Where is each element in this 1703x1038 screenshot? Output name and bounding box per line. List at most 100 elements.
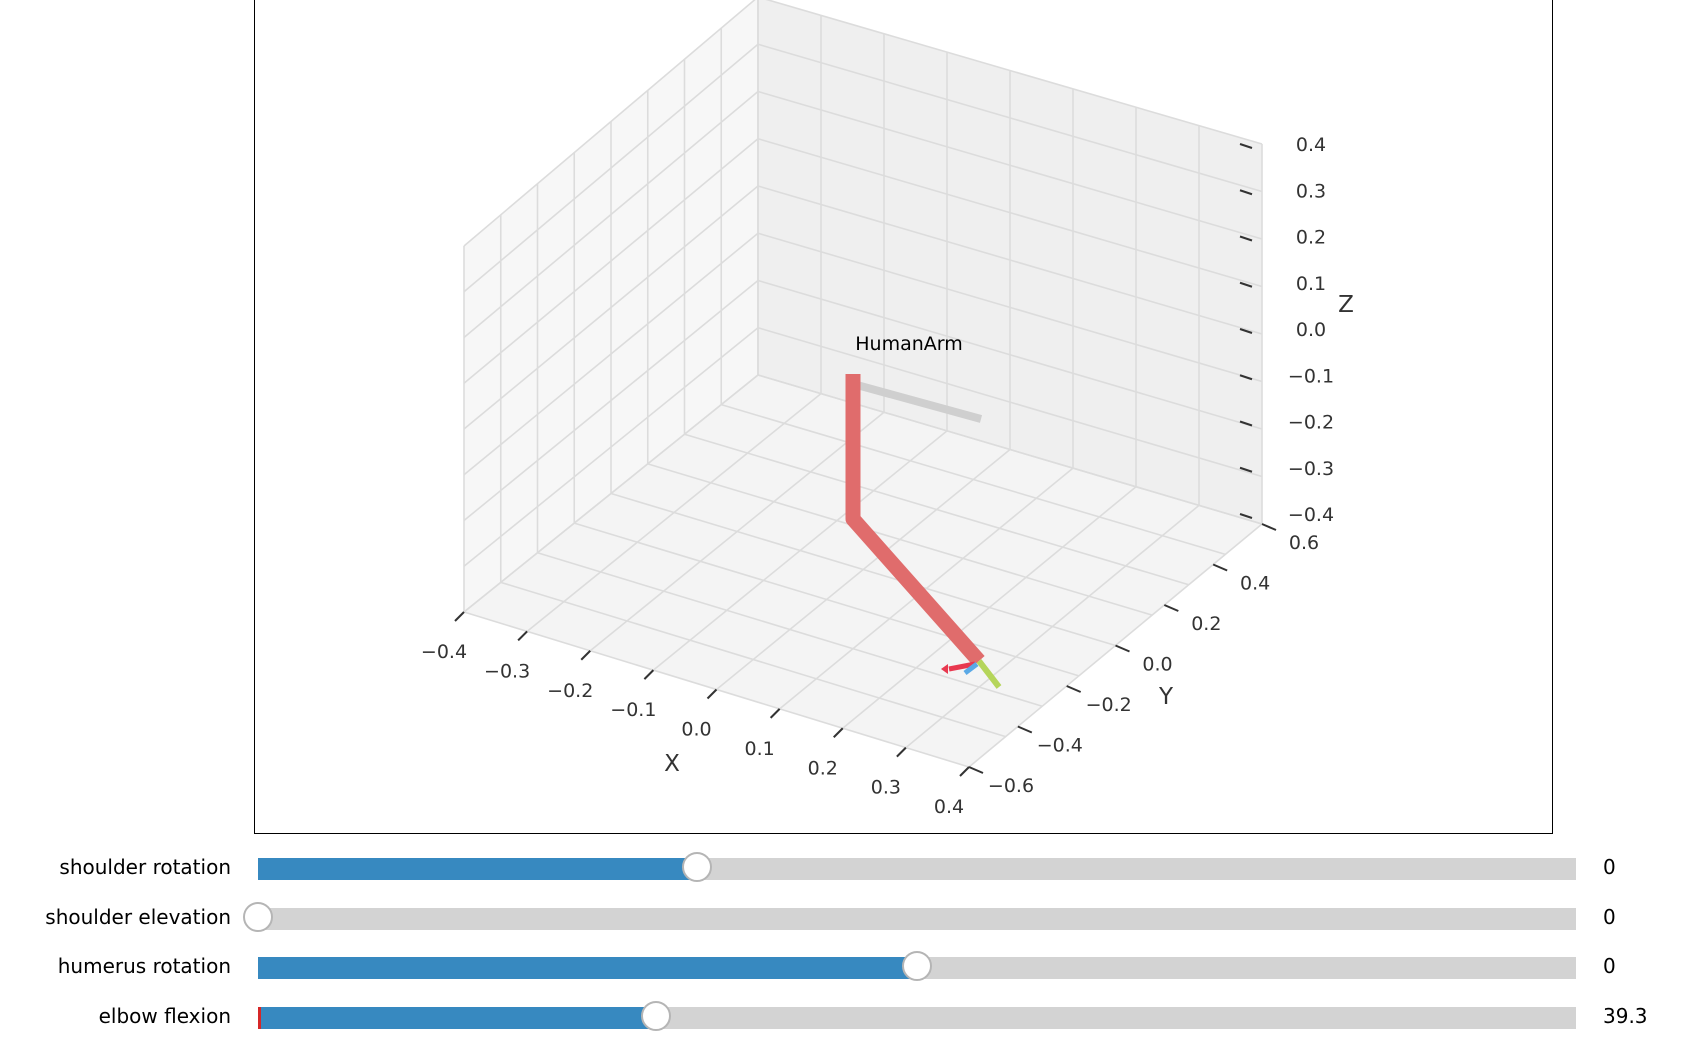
x-tick-label: 0.0 (681, 719, 711, 741)
slider-handle[interactable] (681, 852, 712, 882)
x-tick (643, 669, 655, 680)
z-tick (1239, 420, 1253, 427)
z-tick-label: 0.1 (1296, 273, 1326, 295)
x-tick-label: −0.2 (547, 680, 593, 702)
grid-line-x-floor (779, 467, 1074, 710)
grid-line-z-back (757, 90, 1263, 240)
arm-segments (845, 374, 985, 666)
y-tick (968, 766, 984, 774)
slider-shoulder-elevation: shoulder elevation 0 (0, 899, 1703, 939)
y-tick-label: 0.0 (1142, 654, 1172, 676)
grid-line-z-left (463, 138, 759, 384)
slider-value: 0 (1603, 954, 1616, 978)
end-effector-frame (941, 659, 1002, 689)
plot-title: HumanArm (855, 333, 963, 355)
grid-line-x-floor (842, 486, 1137, 729)
x-tick (959, 766, 970, 777)
z-tick (1239, 235, 1253, 242)
slider-elbow-flexion: elbow flexion 39.3 (0, 998, 1703, 1038)
z-tick-label: 0.0 (1296, 319, 1326, 341)
grid-line-z-back (757, 137, 1263, 288)
x-tick-label: 0.2 (808, 757, 838, 779)
z-tick-label: 0.2 (1296, 227, 1326, 249)
grid-line-z-left (463, 185, 759, 430)
slider-fill (258, 858, 697, 880)
y-tick-label: −0.4 (1037, 735, 1083, 757)
z-tick (1239, 466, 1253, 473)
x-tick-label: −0.1 (610, 699, 656, 721)
slider-track[interactable] (258, 951, 1576, 981)
slider-shoulder-rotation: shoulder rotation 0 (0, 849, 1703, 889)
x-tick (580, 650, 591, 661)
slider-value: 39.3 (1603, 1004, 1648, 1028)
z-tick (1239, 328, 1253, 334)
y-tick (1163, 604, 1179, 612)
slider-fill (258, 957, 917, 979)
slider-label: shoulder elevation (45, 905, 231, 929)
y-axis-label: Y (1158, 684, 1174, 710)
tick-marks (454, 143, 1277, 777)
y-tick-label: 0.2 (1191, 613, 1221, 635)
x-tick-label: 0.1 (745, 738, 775, 760)
slider-label: elbow flexion (98, 1004, 231, 1028)
grid-line-y-floor (647, 463, 1153, 616)
slider-handle[interactable] (902, 951, 932, 981)
slider-track[interactable] (243, 902, 1576, 932)
grid-line-y-floor (721, 403, 1226, 556)
grid-line-z-back (765, 0, 1263, 145)
x-tick-label: −0.4 (421, 641, 467, 663)
slider-handle[interactable] (243, 902, 273, 932)
z-tick (1239, 513, 1253, 519)
frame-x-arrow (941, 664, 948, 674)
3d-arm-plot[interactable]: −0.4−0.3−0.2−0.10.00.10.20.30.4−0.6−0.4−… (255, 0, 1553, 834)
y-tick (1261, 523, 1277, 531)
arm-shadow (855, 381, 983, 423)
z-tick-label: −0.4 (1288, 504, 1334, 526)
floor-pane (464, 375, 1262, 767)
z-axis-label: Z (1338, 292, 1354, 318)
y-tick-label: 0.6 (1289, 532, 1319, 554)
y-tick-label: −0.6 (988, 775, 1034, 797)
frame-z-axis (976, 659, 1002, 689)
z-tick-label: −0.3 (1288, 458, 1334, 480)
z-tick-label: −0.2 (1288, 412, 1334, 434)
x-tick (517, 630, 528, 642)
x-tick (454, 611, 465, 622)
grid-line-x-floor (905, 504, 1200, 749)
x-tick (896, 746, 907, 758)
grid-line-y-floor (610, 492, 1116, 647)
tick-labels: −0.4−0.3−0.2−0.10.00.10.20.30.4−0.6−0.4−… (421, 134, 1334, 818)
x-axis-label: X (664, 751, 680, 777)
grid-line-y-floor (684, 433, 1189, 586)
y-tick-label: −0.2 (1086, 694, 1132, 716)
x-tick-label: 0.4 (934, 796, 964, 818)
slider-label: shoulder rotation (59, 855, 231, 879)
slider-value: 0 (1603, 905, 1616, 929)
grid-lines (463, 0, 1263, 768)
z-tick (1239, 143, 1253, 149)
z-tick-label: 0.4 (1296, 134, 1326, 156)
z-tick-label: 0.3 (1296, 180, 1326, 202)
y-tick (1066, 685, 1082, 693)
z-tick (1239, 374, 1253, 381)
slider-track[interactable] (258, 1001, 1576, 1031)
x-tick-label: 0.3 (871, 777, 901, 799)
grid-line-z-left (463, 43, 759, 293)
z-tick (1239, 281, 1253, 288)
x-tick (706, 688, 718, 700)
x-tick (769, 708, 781, 719)
y-tick-label: 0.4 (1240, 573, 1270, 595)
grid-line-z-back (757, 43, 1263, 193)
slider-track[interactable] (258, 852, 1576, 882)
y-tick (1017, 725, 1033, 734)
slider-fill (258, 1007, 657, 1029)
grid-line-y-floor (757, 374, 1263, 525)
slider-initial-marker (258, 1007, 261, 1029)
grid-line-z-left (463, 90, 759, 339)
slider-value: 0 (1603, 855, 1616, 879)
z-tick-label: −0.1 (1288, 365, 1334, 387)
slider-humerus-rotation: humerus rotation 0 (0, 948, 1703, 988)
x-tick (833, 727, 844, 738)
z-tick (1239, 189, 1253, 196)
figure-canvas[interactable]: −0.4 −0.3 −0.2 −0.1 0.0 0.1 0.2 0.3 0.4 −0.6 −0.4−… (254, 0, 1553, 834)
